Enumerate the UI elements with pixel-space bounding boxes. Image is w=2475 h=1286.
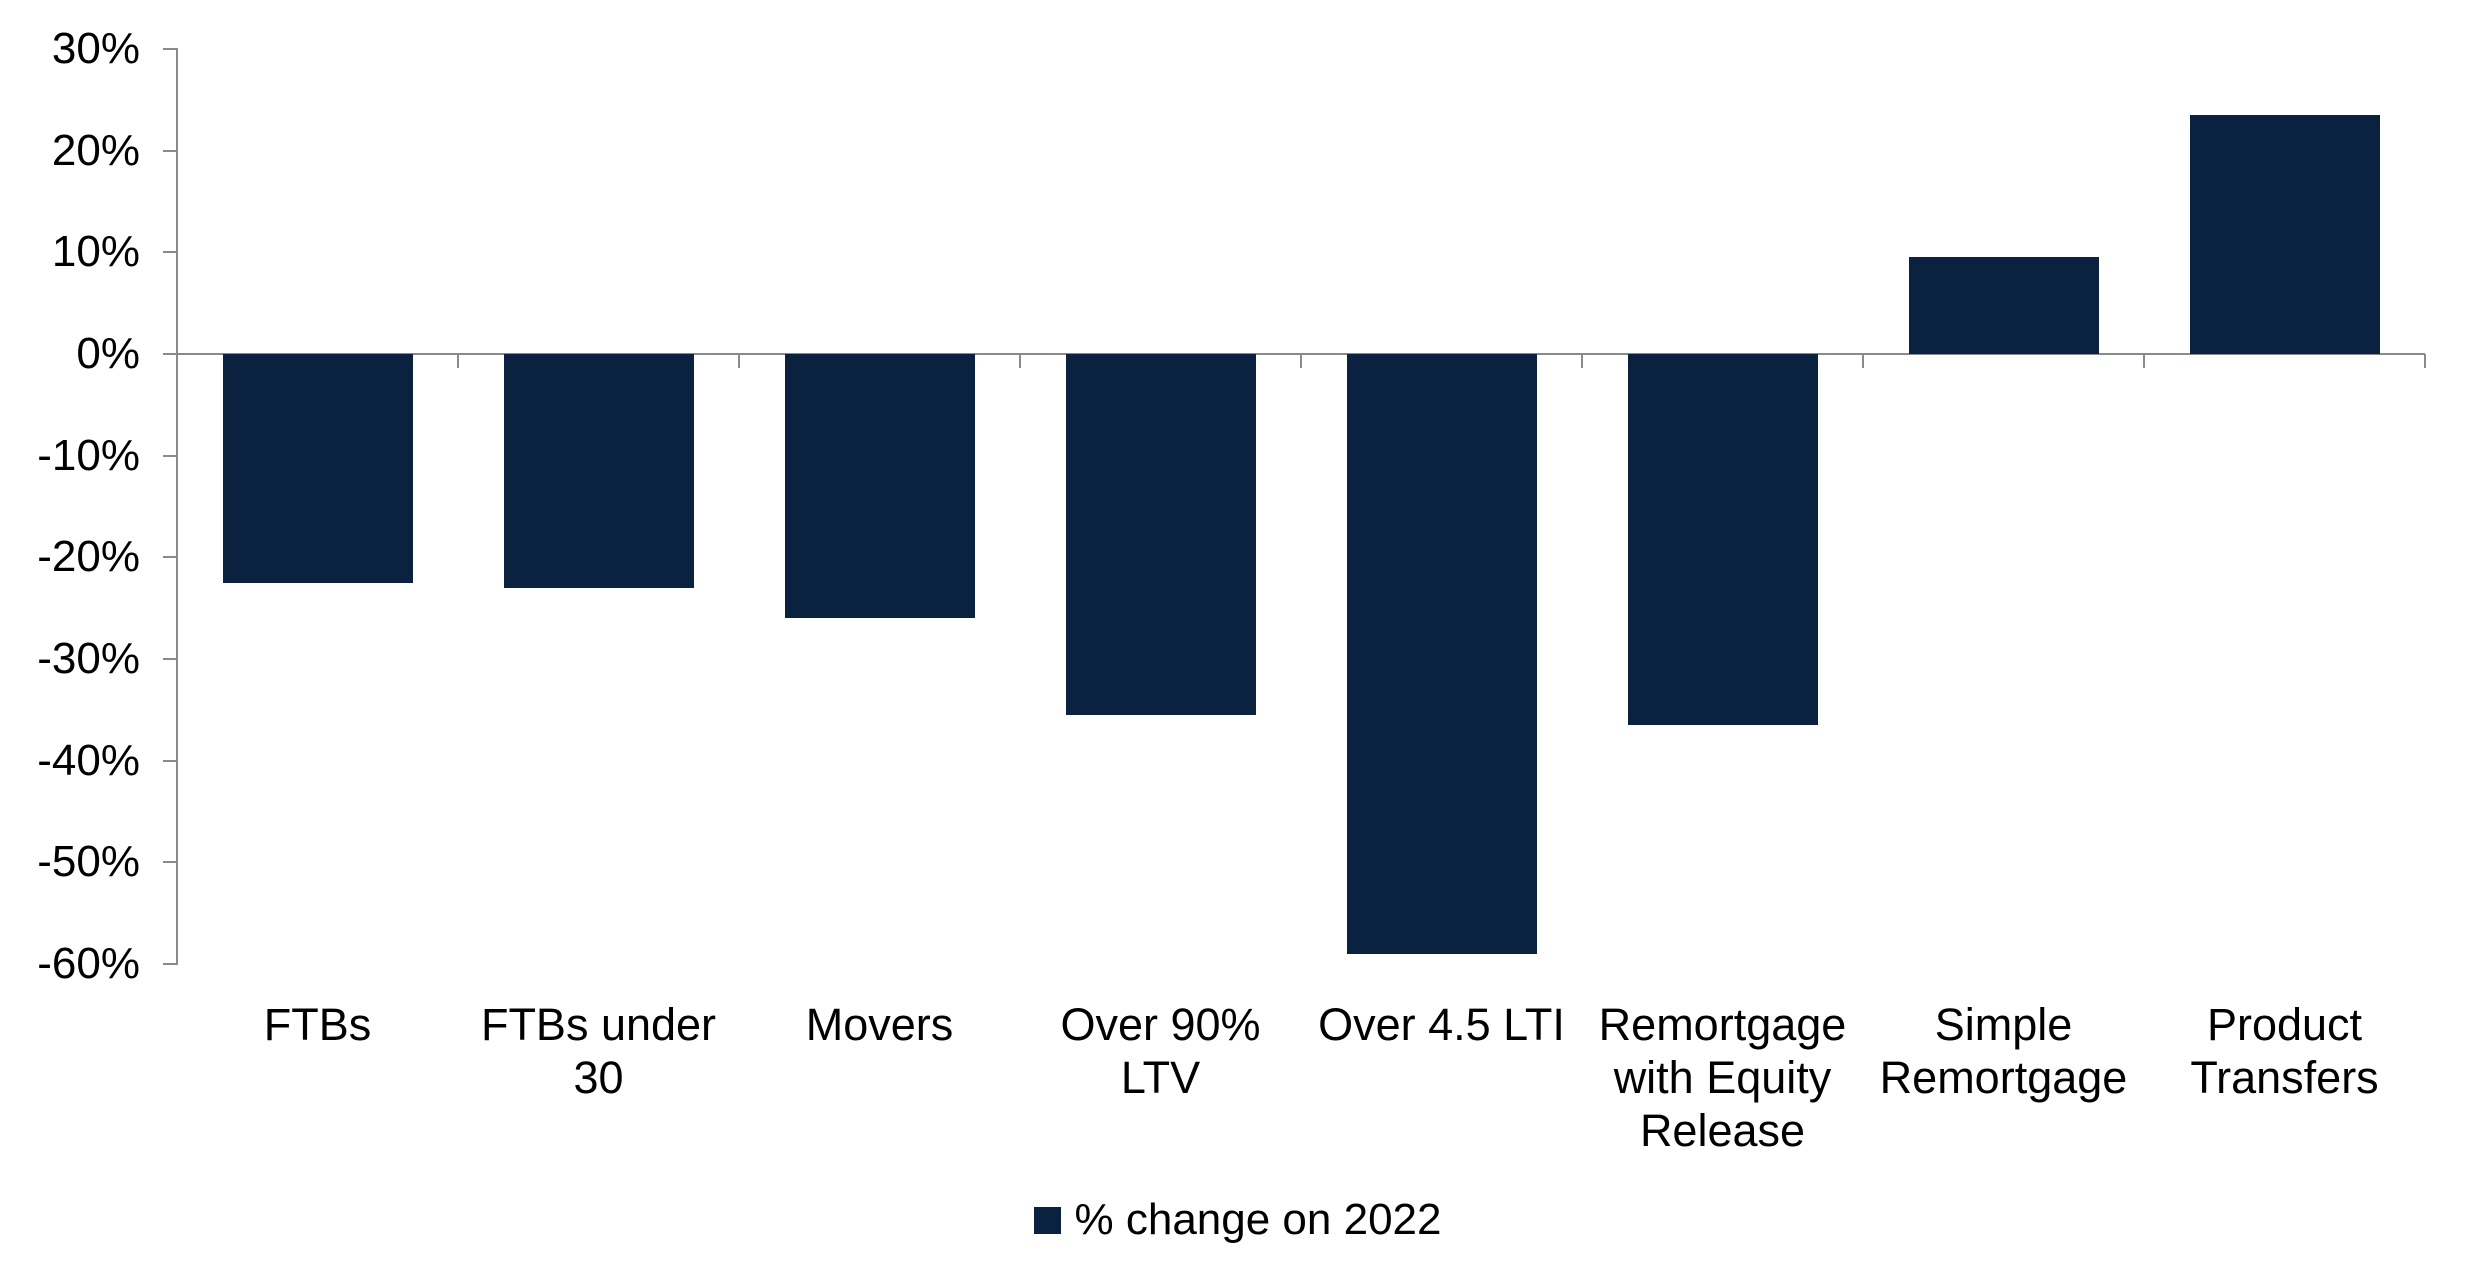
y-axis-tick-label: -20% (37, 532, 140, 582)
legend: % change on 2022 (1033, 1195, 1442, 1244)
x-axis-label-product-transfers: Product Transfers (2190, 999, 2379, 1103)
y-axis-tick-label: -50% (37, 837, 140, 887)
legend-swatch-icon (1033, 1206, 1061, 1234)
y-axis-line (176, 47, 178, 965)
x-axis-label-ftbs: FTBs (263, 999, 372, 1050)
category-boundary-tick (2424, 354, 2426, 368)
bar-remortgage-with-equity-release (1627, 354, 1818, 726)
y-axis-tick-label: 10% (51, 227, 140, 277)
y-axis-tick (163, 759, 177, 762)
y-axis-tick (163, 251, 177, 254)
y-axis-tick (163, 658, 177, 660)
y-axis-tick (163, 353, 177, 355)
y-axis-tick (163, 556, 177, 559)
x-axis-label-movers: Movers (805, 999, 954, 1050)
category-boundary-tick (1300, 354, 1302, 368)
y-axis-tick-label: 0% (76, 329, 140, 378)
y-axis-tick (163, 47, 177, 50)
category-boundary-tick (738, 354, 740, 368)
legend-label: % change on 2022 (1074, 1195, 1442, 1244)
y-axis-tick-label: 20% (51, 125, 140, 175)
x-axis-label-over-90-ltv: Over 90% LTV (1060, 999, 1261, 1103)
bar-simple-remortgage (1908, 257, 2099, 354)
category-boundary-tick (457, 354, 459, 368)
category-boundary-tick (2143, 354, 2145, 368)
bar-ftbs-under-30 (503, 354, 694, 588)
bar-product-transfers (2189, 115, 2380, 354)
y-axis-tick (163, 861, 177, 864)
y-axis-tick (163, 454, 177, 457)
category-boundary-tick (1019, 354, 1021, 368)
y-axis-tick (163, 149, 177, 152)
y-axis-tick-label: -10% (37, 430, 140, 480)
category-boundary-tick (1581, 354, 1583, 368)
category-boundary-tick (1862, 354, 1864, 368)
x-axis-label-ftbs-under-30: FTBs under 30 (480, 999, 717, 1103)
x-axis-label-simple-remortgage: Simple Remortgage (1879, 999, 2128, 1103)
bar-movers (784, 354, 975, 619)
y-axis-tick-label: -60% (37, 939, 140, 989)
bar-over-4-5-lti (1346, 354, 1537, 954)
bar-over-90-ltv (1065, 354, 1256, 715)
y-axis-tick-label: -30% (37, 634, 140, 683)
y-axis-tick (163, 963, 177, 966)
x-axis-label-over-4-5-lti: Over 4.5 LTI (1318, 999, 1565, 1050)
y-axis-tick-label: -40% (37, 735, 140, 785)
bar-ftbs (222, 354, 413, 583)
y-axis-tick-label: 30% (51, 23, 140, 73)
x-axis-label-remortgage-with-equity-release: Remortgage with Equity Release (1598, 999, 1847, 1156)
